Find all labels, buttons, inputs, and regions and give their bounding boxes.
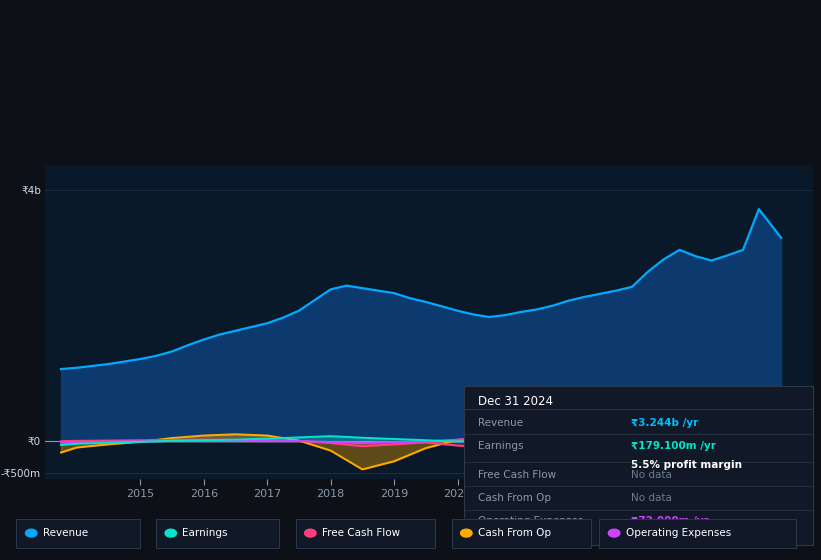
Text: Revenue: Revenue [43, 528, 88, 538]
Text: No data: No data [631, 493, 672, 502]
Text: Cash From Op: Cash From Op [478, 493, 551, 502]
Text: Revenue: Revenue [478, 418, 523, 427]
Text: Cash From Op: Cash From Op [478, 528, 551, 538]
Text: ₹72.000m /yr: ₹72.000m /yr [631, 516, 709, 526]
Text: ₹3.244b /yr: ₹3.244b /yr [631, 418, 699, 427]
Text: No data: No data [631, 470, 672, 480]
Text: Earnings: Earnings [182, 528, 227, 538]
Text: Free Cash Flow: Free Cash Flow [322, 528, 400, 538]
Text: 5.5% profit margin: 5.5% profit margin [631, 460, 742, 470]
Text: ₹179.100m /yr: ₹179.100m /yr [631, 441, 716, 451]
Text: Operating Expenses: Operating Expenses [626, 528, 731, 538]
Text: Dec 31 2024: Dec 31 2024 [478, 395, 553, 408]
Text: Free Cash Flow: Free Cash Flow [478, 470, 556, 480]
Text: Earnings: Earnings [478, 441, 523, 451]
Text: Operating Expenses: Operating Expenses [478, 516, 583, 526]
